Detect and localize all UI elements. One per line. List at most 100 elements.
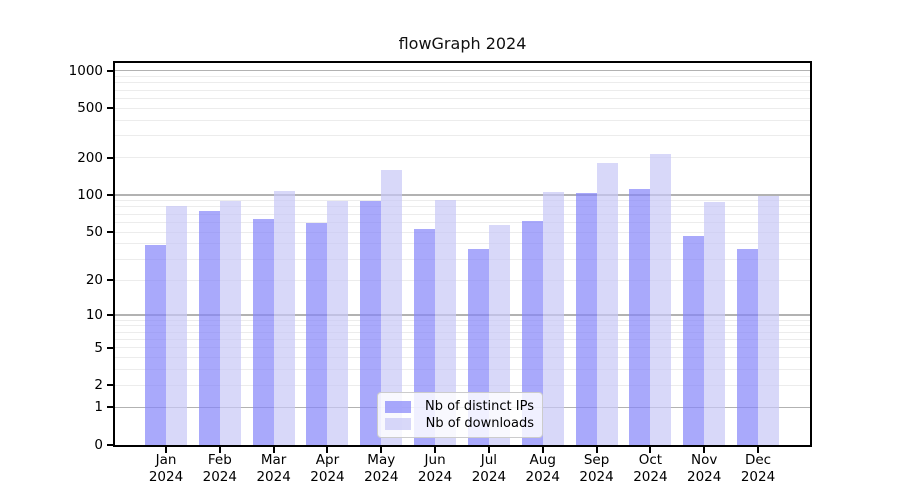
gridline-minor [115, 357, 810, 359]
x-tick-label: Apr 2024 [310, 452, 345, 485]
gridline-minor [115, 319, 810, 321]
bar-downloads-oct [650, 153, 672, 445]
x-tick-label: Mar 2024 [256, 452, 291, 485]
y-tick-label: 1000 [68, 62, 103, 79]
gridline-minor [115, 97, 810, 99]
gridline-minor [115, 82, 810, 84]
plot-area: Nb of distinct IPs Nb of downloads 0 1 2 5 1… [69, 61, 812, 485]
legend-label-downloads: Nb of downloads [425, 416, 534, 431]
legend-row-downloads: Nb of downloads [385, 415, 534, 432]
x-tick-mark [272, 445, 275, 453]
x-tick-mark [434, 445, 437, 453]
y-tick-mark [107, 346, 114, 349]
bar-distinct-ips-feb [198, 211, 220, 445]
gridline-major [115, 314, 810, 316]
bar-downloads-may [381, 169, 403, 445]
bar-downloads-sep [596, 163, 618, 445]
bar-downloads-mar [273, 190, 295, 445]
x-tick-mark [595, 445, 598, 453]
gridline-minor [115, 243, 810, 245]
y-tick-mark [107, 194, 114, 197]
gridline-minor [115, 107, 810, 109]
legend-swatch-downloads [385, 417, 411, 430]
gridline-minor [115, 135, 810, 137]
bar-distinct-ips-apr [306, 223, 328, 445]
chart-title: flowGraph 2024 [398, 34, 527, 53]
x-tick-label: Oct 2024 [633, 452, 668, 485]
gridline-minor [115, 157, 810, 159]
y-tick-label: 500 [77, 100, 103, 117]
gridline-minor [115, 325, 810, 327]
gridline-minor [115, 213, 810, 215]
gridline-minor [115, 258, 810, 260]
y-tick-mark [107, 156, 114, 159]
x-tick-label: Jul 2024 [471, 452, 507, 485]
x-tick-mark [487, 445, 490, 453]
gridline-minor [115, 231, 810, 233]
gridline-minor [115, 369, 810, 371]
bar-downloads-jun [435, 200, 457, 445]
x-tick-mark [649, 445, 652, 453]
bar-downloads-nov [704, 201, 726, 445]
bar-downloads-apr [327, 201, 349, 445]
x-tick-mark [165, 445, 167, 453]
x-tick-label: Feb 2024 [202, 452, 237, 485]
y-tick-label: 20 [85, 272, 103, 289]
legend-label-distinct-ips: Nb of distinct IPs [425, 399, 534, 414]
y-tick-mark [107, 69, 114, 72]
legend: Nb of distinct IPs Nb of downloads [377, 392, 543, 438]
bar-distinct-ips-dec [737, 249, 759, 445]
x-tick-mark [326, 445, 329, 453]
bar-downloads-feb [219, 200, 241, 445]
legend-swatch-distinct-ips [385, 400, 411, 413]
bar-downloads-jan [166, 205, 187, 445]
y-tick-label: 200 [77, 149, 103, 166]
y-tick-label: 1 [94, 399, 103, 416]
y-tick-mark [107, 279, 114, 282]
bar-downloads-aug [542, 192, 564, 445]
gridline-minor [115, 279, 810, 281]
gridline-major [115, 70, 810, 72]
gridline-minor [115, 221, 810, 223]
bar-distinct-ips-mar [252, 218, 274, 445]
bar-distinct-ips-oct [629, 188, 651, 445]
y-tick-label: 0 [94, 437, 103, 453]
bar-distinct-ips-jun [414, 228, 436, 445]
gridline-minor [115, 89, 810, 91]
y-tick-label: 100 [77, 187, 103, 204]
x-tick-label: May 2024 [364, 452, 399, 485]
x-tick-label: Aug 2024 [525, 452, 560, 485]
bar-distinct-ips-sep [575, 193, 597, 445]
gridline-major [115, 194, 810, 196]
x-tick-label: Jan 2024 [148, 452, 184, 485]
gridline-minor [115, 384, 810, 386]
y-tick-mark [107, 314, 114, 317]
gridline-minor [115, 339, 810, 341]
y-tick-label: 50 [85, 224, 103, 241]
gridline-minor [115, 347, 810, 349]
bar-distinct-ips-may [360, 200, 382, 445]
x-tick-mark [541, 445, 544, 453]
y-tick-label: 10 [85, 307, 103, 324]
gridline-minor [115, 119, 810, 121]
y-tick-label: 5 [94, 339, 103, 356]
bar-downloads-jul [488, 225, 510, 445]
x-tick-mark [703, 445, 706, 453]
x-tick-label: Jun 2024 [417, 452, 453, 485]
x-tick-mark [380, 445, 383, 453]
bar-distinct-ips-jan [145, 245, 166, 445]
x-tick-label: Dec 2024 [740, 452, 776, 485]
gridline-minor [115, 206, 810, 208]
bar-distinct-ips-aug [521, 220, 543, 445]
y-tick-mark [107, 107, 114, 110]
bar-downloads-dec [758, 196, 780, 445]
y-tick-mark [107, 406, 114, 409]
bar-distinct-ips-nov [683, 236, 705, 445]
y-tick-mark [107, 384, 114, 387]
legend-row-distinct-ips: Nb of distinct IPs [385, 398, 534, 415]
gridline-minor [115, 200, 810, 202]
y-tick-label: 2 [94, 377, 103, 394]
x-tick-label: Nov 2024 [687, 452, 722, 485]
x-tick-label: Sep 2024 [579, 452, 614, 485]
